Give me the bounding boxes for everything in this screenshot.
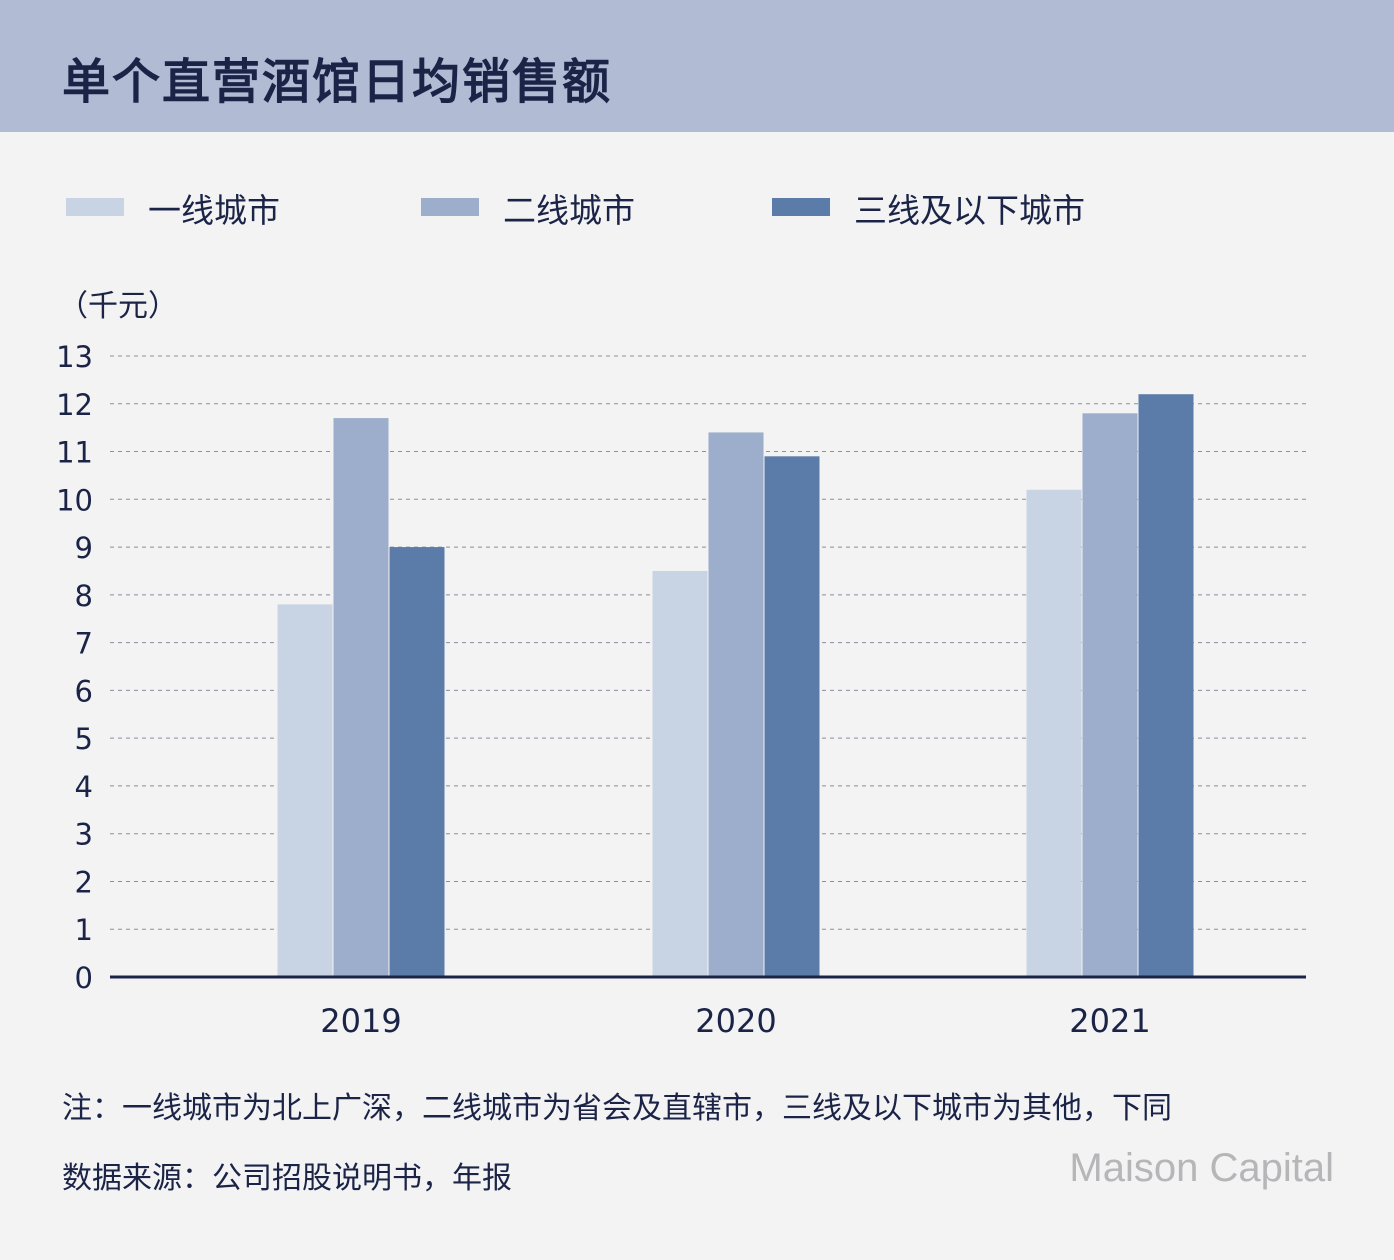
y-axis-unit-label: （千元） <box>58 289 178 324</box>
legend-label-tier2: 二线城市 <box>503 191 635 230</box>
y-tick-label: 13 <box>56 340 93 374</box>
x-tick-label: 2021 <box>1069 1002 1150 1040</box>
title-banner: 单个直营酒馆日均销售额 <box>0 0 1394 132</box>
bar-2021-series-2 <box>1082 413 1138 977</box>
y-tick-label: 6 <box>75 674 93 708</box>
y-tick-label: 3 <box>75 818 93 852</box>
y-tick-label: 11 <box>56 436 93 470</box>
x-tick-label: 2019 <box>320 1002 401 1040</box>
y-tick-label: 10 <box>56 483 93 517</box>
x-tick-label: 2020 <box>695 1002 776 1040</box>
bars <box>277 394 1194 978</box>
legend-label-tier1: 一线城市 <box>148 191 280 230</box>
bar-2021-series-1 <box>1026 489 1082 977</box>
bar-2019-series-3 <box>389 547 445 977</box>
y-tick-label: 4 <box>75 770 93 804</box>
y-tick-label: 5 <box>75 722 93 756</box>
footnote: 注：一线城市为北上广深，二线城市为省会及直辖市，三线及以下城市为其他，下同 <box>62 1091 1172 1126</box>
y-tick-label: 9 <box>75 531 93 565</box>
bar-2020-series-3 <box>764 456 820 977</box>
legend-swatch-tier3 <box>772 198 830 216</box>
y-tick-label: 1 <box>75 913 93 947</box>
y-tick-label: 12 <box>56 388 93 422</box>
y-tick-label: 0 <box>75 961 93 995</box>
y-tick-label: 2 <box>75 865 93 899</box>
source-note: 数据来源：公司招股说明书，年报 <box>62 1161 512 1196</box>
legend-label-tier3: 三线及以下城市 <box>854 191 1085 230</box>
maison-capital-logo: Maison Capital <box>1069 1146 1334 1190</box>
bar-2019-series-2 <box>333 418 389 978</box>
legend-swatch-tier1 <box>66 198 124 216</box>
bar-2020-series-1 <box>652 570 708 977</box>
y-tick-label: 7 <box>75 627 93 661</box>
x-axis-ticks: 2019 2020 2021 <box>320 1002 1150 1040</box>
legend-swatch-tier2 <box>421 198 479 216</box>
chart-title: 单个直营酒馆日均销售额 <box>62 54 613 110</box>
bar-2021-series-3 <box>1138 394 1194 977</box>
bar-2019-series-1 <box>277 604 333 977</box>
y-tick-label: 8 <box>75 579 93 613</box>
bar-2020-series-2 <box>708 432 764 977</box>
